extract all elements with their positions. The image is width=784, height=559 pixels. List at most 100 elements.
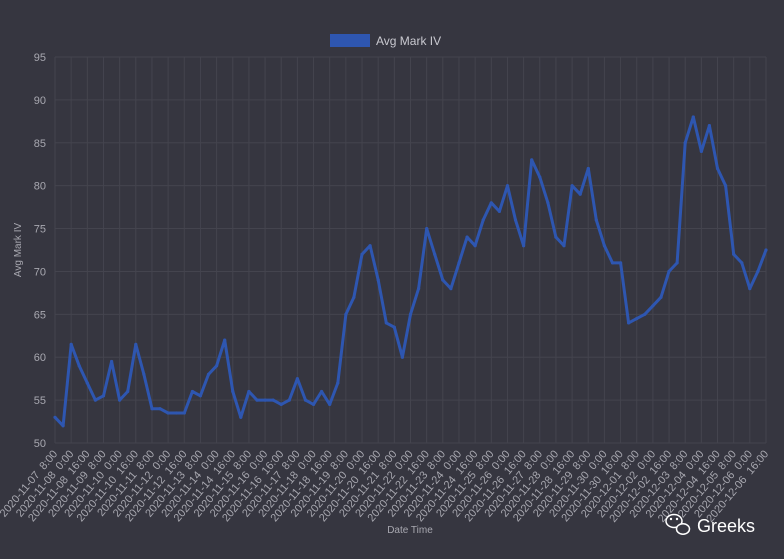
data-point[interactable] bbox=[764, 248, 768, 252]
data-point[interactable] bbox=[417, 287, 421, 291]
data-point[interactable] bbox=[683, 141, 687, 145]
data-point[interactable] bbox=[166, 411, 170, 415]
data-point[interactable] bbox=[441, 278, 445, 282]
data-point[interactable] bbox=[101, 394, 106, 398]
data-point[interactable] bbox=[513, 218, 518, 222]
data-point[interactable] bbox=[740, 261, 744, 265]
data-point[interactable] bbox=[295, 377, 299, 381]
data-point[interactable] bbox=[93, 398, 97, 402]
data-point[interactable] bbox=[376, 278, 380, 282]
data-point[interactable] bbox=[635, 317, 639, 321]
data-point[interactable] bbox=[425, 227, 429, 231]
data-point[interactable] bbox=[497, 209, 501, 213]
y-axis-ticks: 50 55 60 65 70 75 80 85 90 95 bbox=[34, 52, 46, 450]
data-point[interactable] bbox=[360, 252, 364, 256]
data-point[interactable] bbox=[594, 218, 598, 222]
data-point[interactable] bbox=[150, 407, 154, 411]
series-layer bbox=[53, 115, 768, 428]
y-tick-label: 50 bbox=[34, 438, 46, 450]
data-point[interactable] bbox=[320, 389, 324, 394]
y-tick-label: 55 bbox=[34, 395, 46, 407]
data-point[interactable] bbox=[231, 389, 235, 394]
data-point[interactable] bbox=[182, 411, 186, 415]
data-point[interactable] bbox=[53, 415, 57, 419]
data-point[interactable] bbox=[465, 235, 469, 239]
data-point[interactable] bbox=[255, 398, 259, 402]
data-point[interactable] bbox=[198, 394, 202, 398]
data-point[interactable] bbox=[732, 252, 736, 256]
data-point[interactable] bbox=[279, 402, 283, 406]
data-point[interactable] bbox=[336, 381, 340, 385]
data-point[interactable] bbox=[142, 372, 146, 376]
data-point[interactable] bbox=[481, 218, 485, 222]
data-point[interactable] bbox=[699, 149, 704, 153]
y-tick-label: 95 bbox=[34, 52, 46, 64]
data-point[interactable] bbox=[570, 184, 574, 188]
data-point[interactable] bbox=[691, 115, 695, 119]
data-point[interactable] bbox=[174, 411, 178, 415]
data-point[interactable] bbox=[328, 402, 332, 406]
data-point[interactable] bbox=[449, 287, 453, 291]
data-point[interactable] bbox=[627, 321, 631, 325]
data-point[interactable] bbox=[489, 201, 493, 205]
data-point[interactable] bbox=[352, 295, 356, 299]
data-point[interactable] bbox=[578, 192, 582, 196]
data-point[interactable] bbox=[619, 261, 623, 265]
data-point[interactable] bbox=[215, 364, 219, 368]
data-point[interactable] bbox=[311, 402, 316, 406]
data-point[interactable] bbox=[659, 295, 663, 299]
data-point[interactable] bbox=[384, 321, 388, 325]
data-point[interactable] bbox=[110, 359, 114, 364]
legend[interactable]: Avg Mark IV bbox=[330, 34, 441, 48]
data-point[interactable] bbox=[247, 389, 251, 394]
data-point[interactable] bbox=[392, 325, 396, 329]
data-point[interactable] bbox=[223, 338, 227, 342]
data-point[interactable] bbox=[554, 235, 558, 239]
data-point[interactable] bbox=[715, 166, 720, 171]
data-point[interactable] bbox=[206, 372, 211, 376]
data-point[interactable] bbox=[271, 398, 275, 402]
data-point[interactable] bbox=[724, 184, 728, 188]
data-point[interactable] bbox=[586, 166, 590, 171]
data-point[interactable] bbox=[610, 261, 615, 265]
data-point[interactable] bbox=[303, 398, 308, 402]
data-point[interactable] bbox=[134, 342, 138, 346]
data-point[interactable] bbox=[118, 398, 122, 402]
data-point[interactable] bbox=[158, 407, 162, 411]
data-point[interactable] bbox=[433, 252, 437, 256]
data-point[interactable] bbox=[61, 424, 65, 428]
data-point[interactable] bbox=[522, 244, 526, 248]
data-point[interactable] bbox=[546, 201, 550, 205]
data-point[interactable] bbox=[651, 304, 655, 308]
data-point[interactable] bbox=[77, 364, 81, 368]
data-point[interactable] bbox=[530, 158, 534, 162]
data-point[interactable] bbox=[505, 184, 510, 188]
data-point[interactable] bbox=[263, 398, 267, 402]
data-point[interactable] bbox=[538, 175, 542, 179]
data-point[interactable] bbox=[602, 244, 607, 248]
data-point[interactable] bbox=[368, 244, 372, 248]
data-point[interactable] bbox=[344, 312, 348, 316]
data-point[interactable] bbox=[287, 398, 291, 402]
watermark-text: Greeks bbox=[697, 516, 755, 536]
y-tick-label: 85 bbox=[34, 138, 46, 150]
data-point[interactable] bbox=[408, 312, 413, 316]
data-point[interactable] bbox=[190, 389, 194, 394]
data-point[interactable] bbox=[643, 312, 647, 316]
data-point[interactable] bbox=[239, 415, 243, 419]
data-point[interactable] bbox=[707, 124, 712, 128]
data-point[interactable] bbox=[675, 261, 679, 265]
data-point[interactable] bbox=[85, 381, 89, 385]
data-point[interactable] bbox=[126, 389, 130, 394]
data-point[interactable] bbox=[400, 355, 404, 359]
data-point[interactable] bbox=[69, 342, 73, 346]
data-point[interactable] bbox=[748, 287, 752, 291]
y-tick-label: 70 bbox=[34, 266, 46, 278]
data-point[interactable] bbox=[667, 269, 671, 273]
data-point[interactable] bbox=[756, 269, 760, 273]
data-point[interactable] bbox=[473, 244, 477, 248]
data-point[interactable] bbox=[562, 244, 566, 248]
data-point[interactable] bbox=[457, 261, 461, 265]
